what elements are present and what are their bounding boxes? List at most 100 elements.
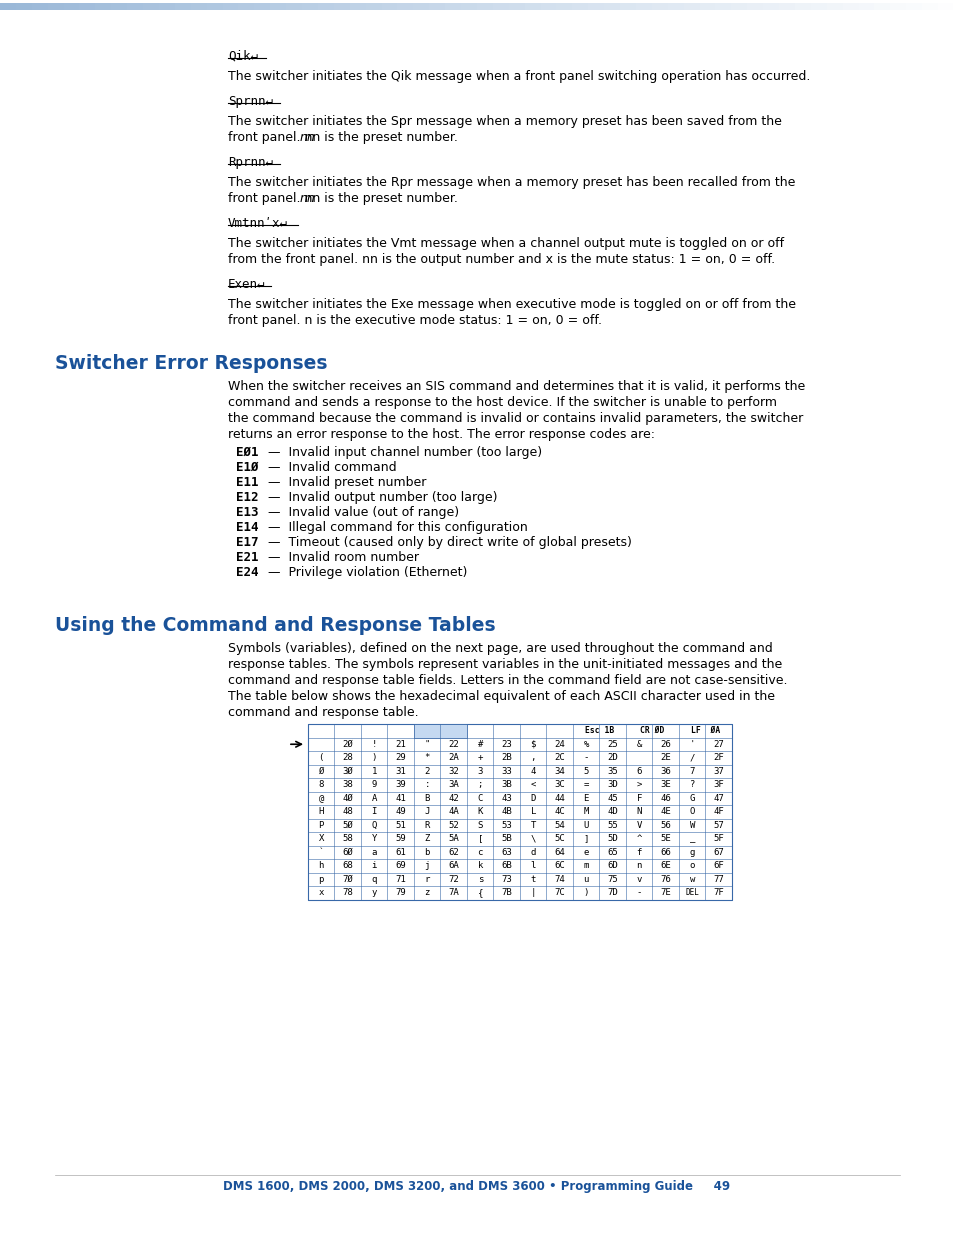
Text: 6B: 6B bbox=[501, 861, 512, 871]
Bar bbox=[937, 2, 953, 10]
Text: s: s bbox=[477, 874, 482, 884]
Text: 46: 46 bbox=[659, 794, 670, 803]
Bar bbox=[731, 2, 746, 10]
Text: —  Invalid room number: — Invalid room number bbox=[268, 551, 418, 564]
Text: 1: 1 bbox=[371, 767, 376, 776]
Text: —  Invalid value (out of range): — Invalid value (out of range) bbox=[268, 506, 458, 519]
Text: V: V bbox=[636, 821, 641, 830]
Text: 67: 67 bbox=[713, 847, 723, 857]
Text: The switcher initiates the Rpr message when a memory preset has been recalled fr: The switcher initiates the Rpr message w… bbox=[228, 177, 795, 189]
Text: 36: 36 bbox=[659, 767, 670, 776]
Text: ]: ] bbox=[583, 835, 588, 844]
Text: Z: Z bbox=[424, 835, 430, 844]
Text: —  Timeout (caused only by direct write of global presets): — Timeout (caused only by direct write o… bbox=[268, 536, 631, 550]
Text: Qik↵: Qik↵ bbox=[228, 49, 257, 63]
Text: 73: 73 bbox=[501, 874, 512, 884]
Text: 5E: 5E bbox=[659, 835, 670, 844]
Text: +: + bbox=[477, 753, 482, 762]
Text: DEL: DEL bbox=[684, 888, 699, 898]
Bar bbox=[667, 2, 683, 10]
Text: 2D: 2D bbox=[607, 753, 618, 762]
Text: E11: E11 bbox=[235, 475, 258, 489]
Bar bbox=[636, 2, 651, 10]
Text: L: L bbox=[530, 808, 536, 816]
Text: F: F bbox=[636, 794, 641, 803]
Bar bbox=[308, 724, 731, 899]
Text: 21: 21 bbox=[395, 740, 406, 748]
Text: E14: E14 bbox=[235, 521, 258, 534]
Text: front panel. ​nn is the preset number.: front panel. ​nn is the preset number. bbox=[228, 131, 457, 144]
Text: 2E: 2E bbox=[659, 753, 670, 762]
Text: r: r bbox=[424, 874, 430, 884]
Text: 5Ø: 5Ø bbox=[342, 821, 353, 830]
Text: 39: 39 bbox=[395, 781, 406, 789]
Text: E13: E13 bbox=[235, 506, 258, 519]
Text: i: i bbox=[371, 861, 376, 871]
Text: e: e bbox=[583, 847, 588, 857]
Bar bbox=[762, 2, 779, 10]
Text: CR ØD: CR ØD bbox=[639, 726, 664, 735]
Text: response tables. The symbols represent variables in the unit-initiated messages : response tables. The symbols represent v… bbox=[228, 658, 781, 671]
Text: Esc 1B: Esc 1B bbox=[584, 726, 614, 735]
Bar bbox=[413, 2, 429, 10]
Text: 33: 33 bbox=[501, 767, 512, 776]
Bar bbox=[603, 2, 619, 10]
Text: ,: , bbox=[530, 753, 536, 762]
Bar bbox=[715, 2, 731, 10]
Text: &: & bbox=[636, 740, 641, 748]
Text: E: E bbox=[583, 794, 588, 803]
Text: >: > bbox=[636, 781, 641, 789]
Text: b: b bbox=[424, 847, 430, 857]
Text: The switcher initiates the Exe message when executive mode is toggled on or off : The switcher initiates the Exe message w… bbox=[228, 298, 795, 311]
Text: K: K bbox=[477, 808, 482, 816]
Text: 4D: 4D bbox=[607, 808, 618, 816]
Bar bbox=[207, 2, 222, 10]
Bar bbox=[476, 2, 493, 10]
Text: *: * bbox=[424, 753, 430, 762]
Bar bbox=[79, 2, 95, 10]
Bar bbox=[493, 2, 508, 10]
Bar bbox=[302, 2, 317, 10]
Text: _: _ bbox=[689, 835, 694, 844]
Text: 34: 34 bbox=[554, 767, 564, 776]
Text: 3A: 3A bbox=[448, 781, 458, 789]
Text: 52: 52 bbox=[448, 821, 458, 830]
Text: 7C: 7C bbox=[554, 888, 564, 898]
Bar bbox=[64, 2, 79, 10]
Text: 6C: 6C bbox=[554, 861, 564, 871]
Text: —  Illegal command for this configuration: — Illegal command for this configuration bbox=[268, 521, 527, 534]
Bar bbox=[429, 2, 445, 10]
Text: Rprnn↵: Rprnn↵ bbox=[228, 156, 273, 169]
Text: k: k bbox=[477, 861, 482, 871]
Text: 2B: 2B bbox=[501, 753, 512, 762]
Text: 78: 78 bbox=[342, 888, 353, 898]
Text: z: z bbox=[424, 888, 430, 898]
Bar bbox=[922, 2, 937, 10]
Text: N: N bbox=[636, 808, 641, 816]
Text: 3: 3 bbox=[477, 767, 482, 776]
Text: 47: 47 bbox=[713, 794, 723, 803]
Text: m: m bbox=[583, 861, 588, 871]
Text: X: X bbox=[318, 835, 324, 844]
Text: 3Ø: 3Ø bbox=[342, 767, 353, 776]
Text: Ø: Ø bbox=[318, 767, 324, 776]
Text: B: B bbox=[424, 794, 430, 803]
Bar bbox=[254, 2, 270, 10]
Text: 24: 24 bbox=[554, 740, 564, 748]
Bar bbox=[683, 2, 699, 10]
Text: $: $ bbox=[530, 740, 536, 748]
Text: 4Ø: 4Ø bbox=[342, 794, 353, 803]
Text: 5A: 5A bbox=[448, 835, 458, 844]
Text: O: O bbox=[689, 808, 694, 816]
Text: E17: E17 bbox=[235, 536, 258, 550]
Text: E21: E21 bbox=[235, 551, 258, 564]
Text: 6Ø: 6Ø bbox=[342, 847, 353, 857]
Text: 2A: 2A bbox=[448, 753, 458, 762]
Text: <: < bbox=[530, 781, 536, 789]
Text: 4B: 4B bbox=[501, 808, 512, 816]
Text: ?: ? bbox=[689, 781, 694, 789]
Bar bbox=[397, 2, 413, 10]
Text: I: I bbox=[371, 808, 376, 816]
Text: 4E: 4E bbox=[659, 808, 670, 816]
Bar bbox=[270, 2, 286, 10]
